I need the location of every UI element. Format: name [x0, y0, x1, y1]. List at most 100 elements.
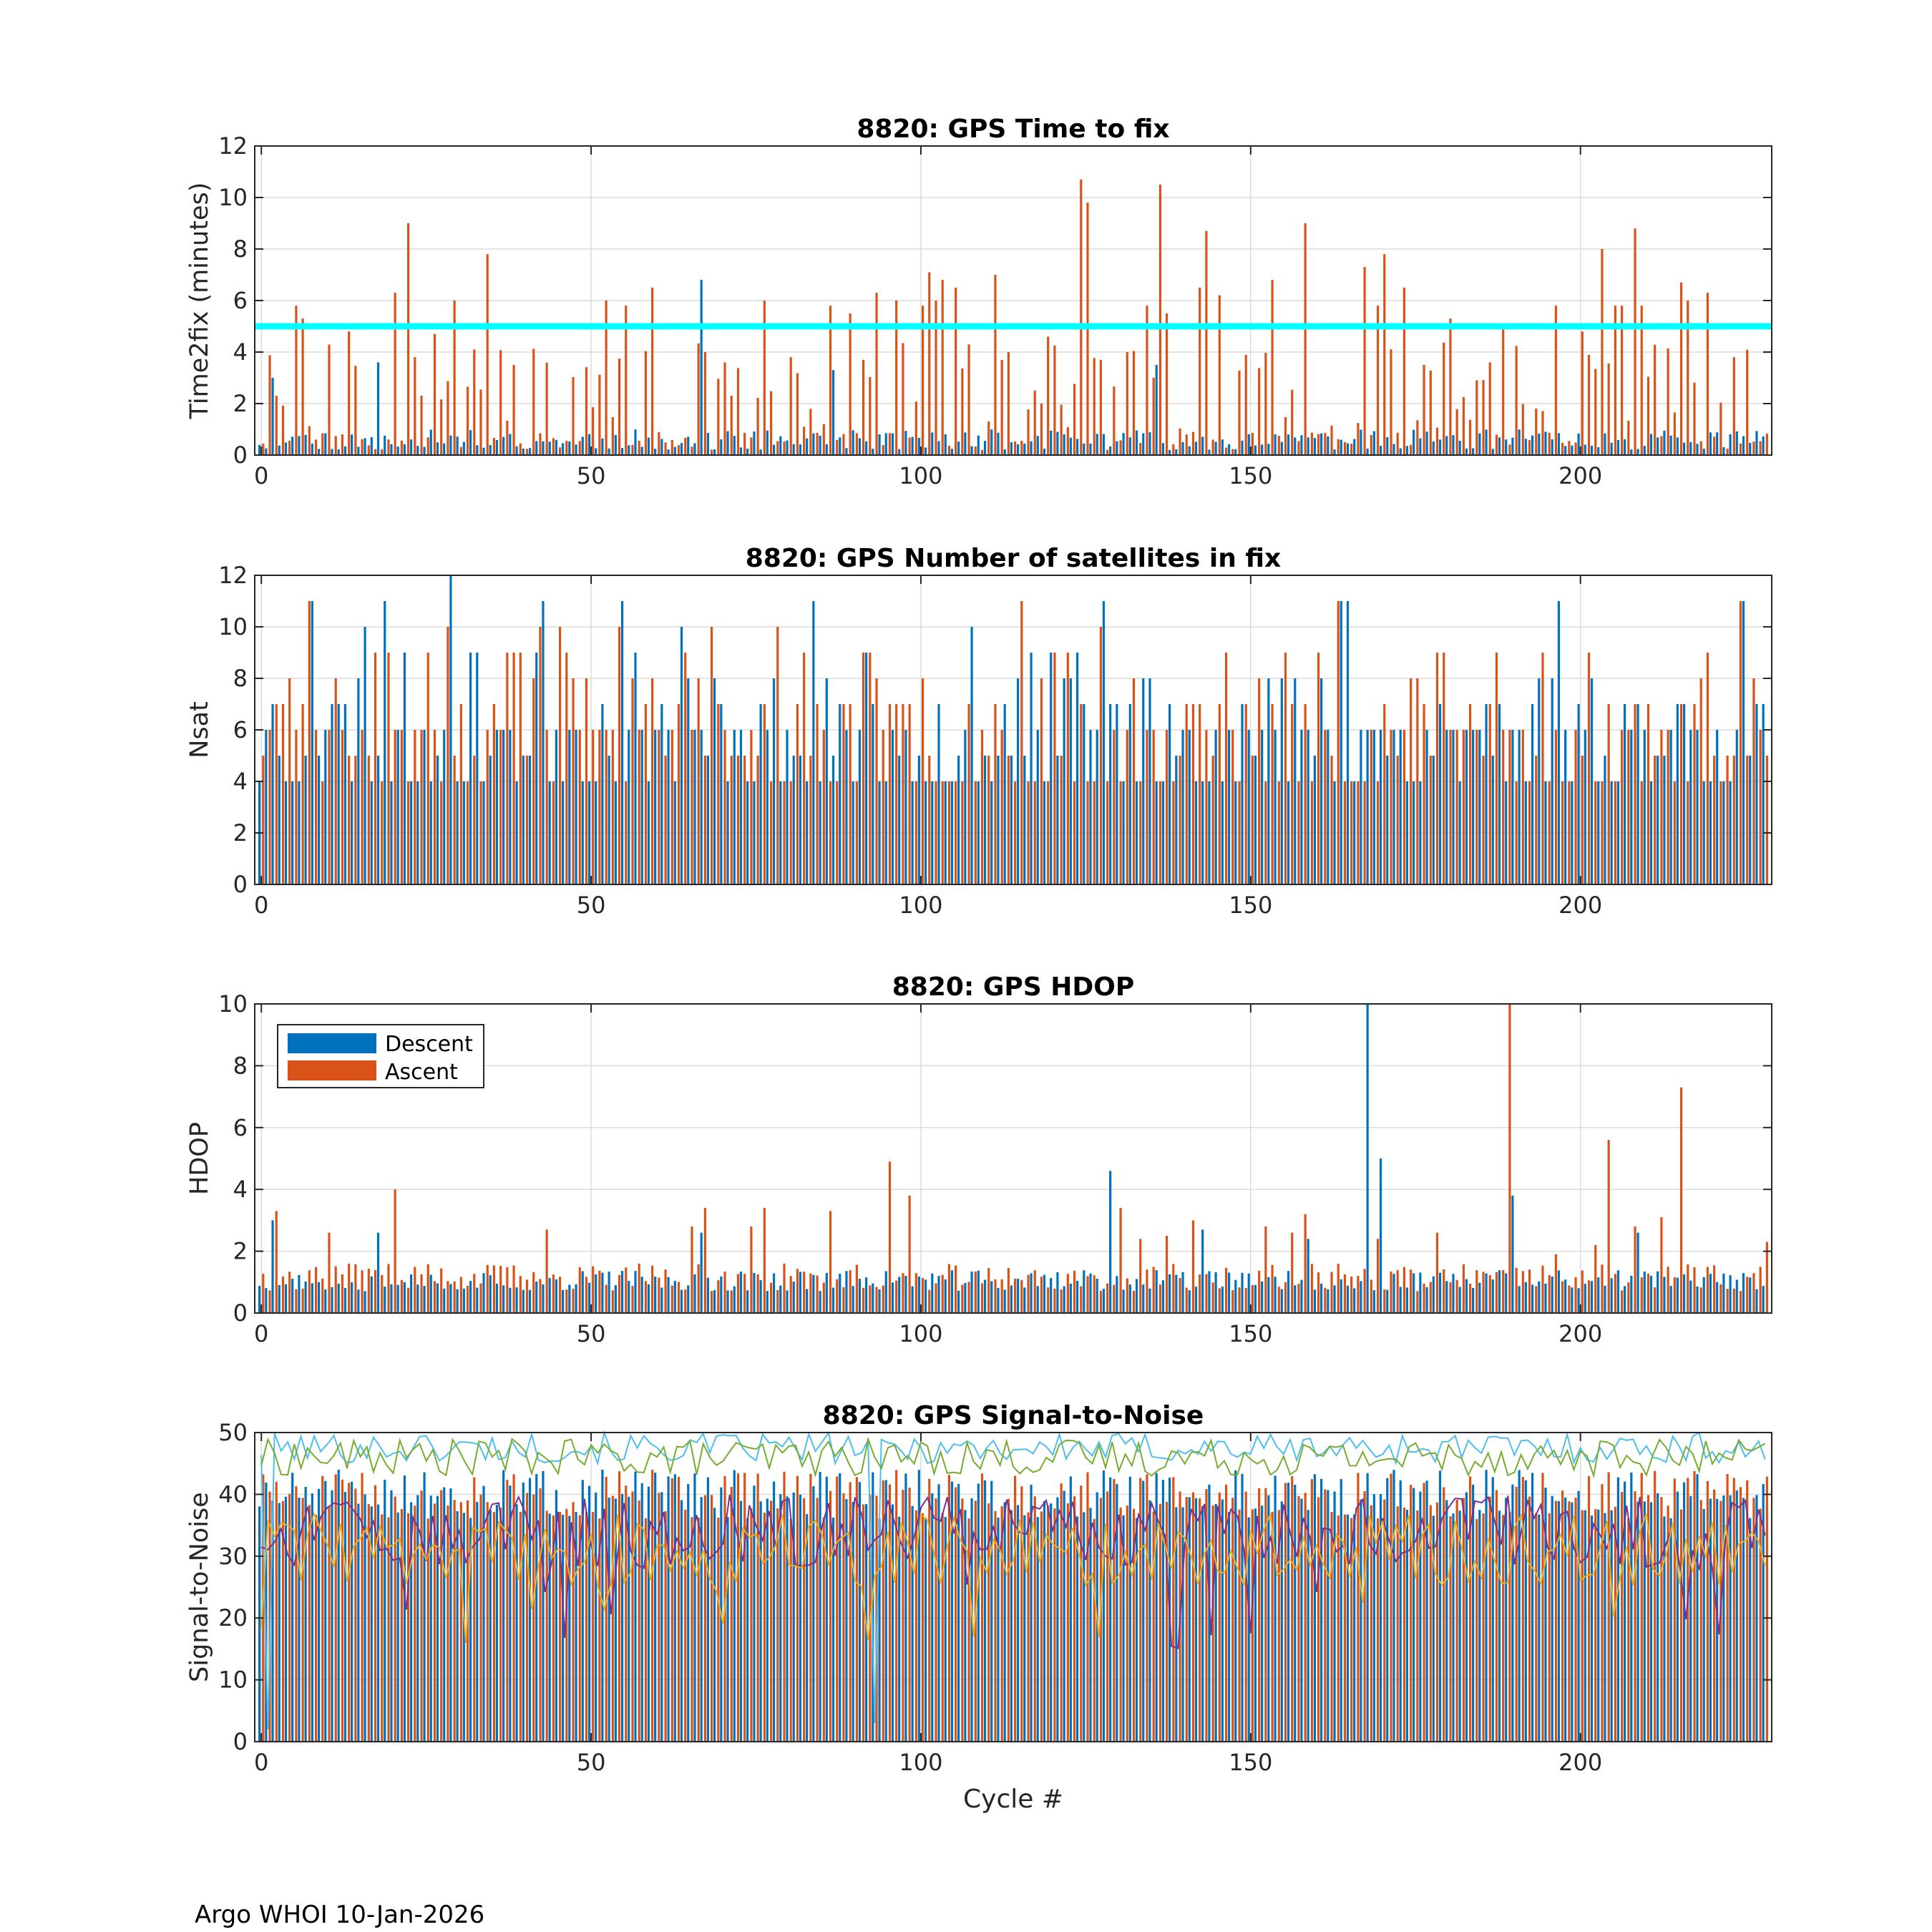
descent-bar: [1003, 704, 1006, 884]
descent-bar: [825, 444, 828, 455]
descent-bar: [1221, 781, 1224, 884]
descent-bar: [403, 444, 406, 455]
descent-bar: [713, 678, 716, 884]
descent-bar: [1194, 1287, 1198, 1313]
ascent-bar: [1258, 1488, 1261, 1742]
snr-line-4: [260, 1511, 1766, 1644]
descent-bar: [298, 1274, 301, 1313]
ascent-bar: [1495, 653, 1498, 884]
descent-bar: [416, 1495, 419, 1742]
ascent-bar: [1291, 1476, 1294, 1742]
ascent-bar: [1337, 1264, 1340, 1313]
ascent-bar: [1086, 1472, 1089, 1742]
descent-bar: [1274, 434, 1277, 455]
descent-bar: [1472, 1287, 1475, 1313]
ascent-bar: [980, 730, 984, 884]
descent-bar: [1452, 730, 1455, 884]
descent-bar: [482, 1273, 485, 1313]
y-tick-label: 4: [233, 338, 248, 366]
descent-bar: [1716, 432, 1719, 455]
ascent-bar: [1475, 1270, 1478, 1313]
descent-bar: [647, 1284, 650, 1313]
ascent-bar: [658, 730, 660, 884]
descent-bar: [548, 1278, 551, 1313]
descent-bar: [456, 436, 459, 455]
ascent-bar: [1574, 442, 1577, 455]
descent-bar: [1511, 730, 1514, 884]
descent-bar: [1300, 1279, 1303, 1313]
ascent-bar: [1469, 419, 1472, 455]
ascent-bar: [440, 399, 443, 455]
ascent-bar: [341, 1274, 344, 1313]
ascent-bar: [519, 1276, 522, 1313]
descent-bar: [1425, 1480, 1428, 1742]
descent-bar: [950, 781, 954, 884]
descent-bar: [1346, 1285, 1350, 1313]
ascent-bar: [862, 359, 865, 455]
descent-bar: [1729, 781, 1732, 884]
ascent-bar: [670, 1285, 673, 1313]
ascent-bar: [961, 781, 964, 884]
ascent-bar: [1515, 1486, 1518, 1742]
ascent-bar: [928, 1478, 931, 1742]
descent-bar: [858, 1482, 861, 1742]
descent-bar: [1063, 434, 1065, 455]
descent-bar: [1169, 449, 1171, 455]
ascent-bar: [994, 704, 997, 884]
ascent-bar: [849, 313, 852, 455]
descent-bar: [1181, 1507, 1184, 1742]
descent-bar: [1089, 1273, 1092, 1313]
ascent-bar: [420, 395, 423, 455]
descent-bar: [977, 781, 980, 884]
descent-bar: [376, 1504, 380, 1742]
descent-bar: [608, 756, 610, 884]
ascent-bar: [1172, 781, 1175, 884]
descent-bar: [1089, 730, 1092, 884]
ascent-bar: [1073, 781, 1076, 884]
ascent-bar: [361, 730, 364, 884]
descent-bar: [1254, 445, 1257, 455]
ascent-bar: [578, 1515, 581, 1742]
descent-bar: [1116, 1276, 1118, 1313]
ascent-bar: [1759, 730, 1762, 884]
descent-bar: [977, 1483, 980, 1742]
descent-bar: [1201, 1229, 1204, 1313]
ascent-bar: [855, 781, 858, 884]
descent-bar: [1702, 781, 1705, 884]
ascent-bar: [1264, 781, 1267, 884]
descent-bar: [1584, 1284, 1586, 1313]
descent-bar: [720, 1276, 723, 1313]
descent-bar: [1221, 1499, 1224, 1742]
ascent-bar: [1231, 1498, 1234, 1742]
descent-bar: [779, 1494, 782, 1742]
ascent-bar: [1191, 431, 1195, 455]
ascent-bar: [295, 306, 298, 455]
descent-bar: [542, 1284, 545, 1313]
ascent-bar: [1640, 306, 1643, 455]
ascent-bar: [703, 1495, 706, 1742]
descent-bar: [1056, 431, 1059, 455]
ascent-bar: [967, 704, 970, 884]
ascent-bar: [691, 730, 693, 884]
ascent-bar: [1007, 1268, 1010, 1313]
ascent-bar: [711, 1291, 713, 1313]
ascent-bar: [869, 1285, 872, 1313]
descent-bar: [983, 1279, 987, 1313]
ascent-bar: [420, 1491, 423, 1742]
ascent-bar: [677, 1282, 680, 1313]
descent-bar: [1050, 1278, 1053, 1313]
ascent-bar: [651, 1469, 654, 1742]
descent-bar: [1366, 1004, 1369, 1313]
descent-bar: [1386, 1478, 1389, 1742]
ascent-bar: [400, 1509, 403, 1742]
descent-bar: [825, 1476, 828, 1742]
descent-bar: [1241, 1272, 1244, 1313]
descent-bar: [693, 730, 696, 884]
ascent-bar: [1541, 411, 1544, 455]
ascent-bar: [367, 1269, 370, 1313]
ascent-bar: [1007, 756, 1010, 884]
ascent-bar: [1310, 1264, 1313, 1313]
descent-bar: [311, 601, 313, 884]
descent-bar: [1287, 1271, 1290, 1313]
ascent-bar: [348, 331, 351, 455]
